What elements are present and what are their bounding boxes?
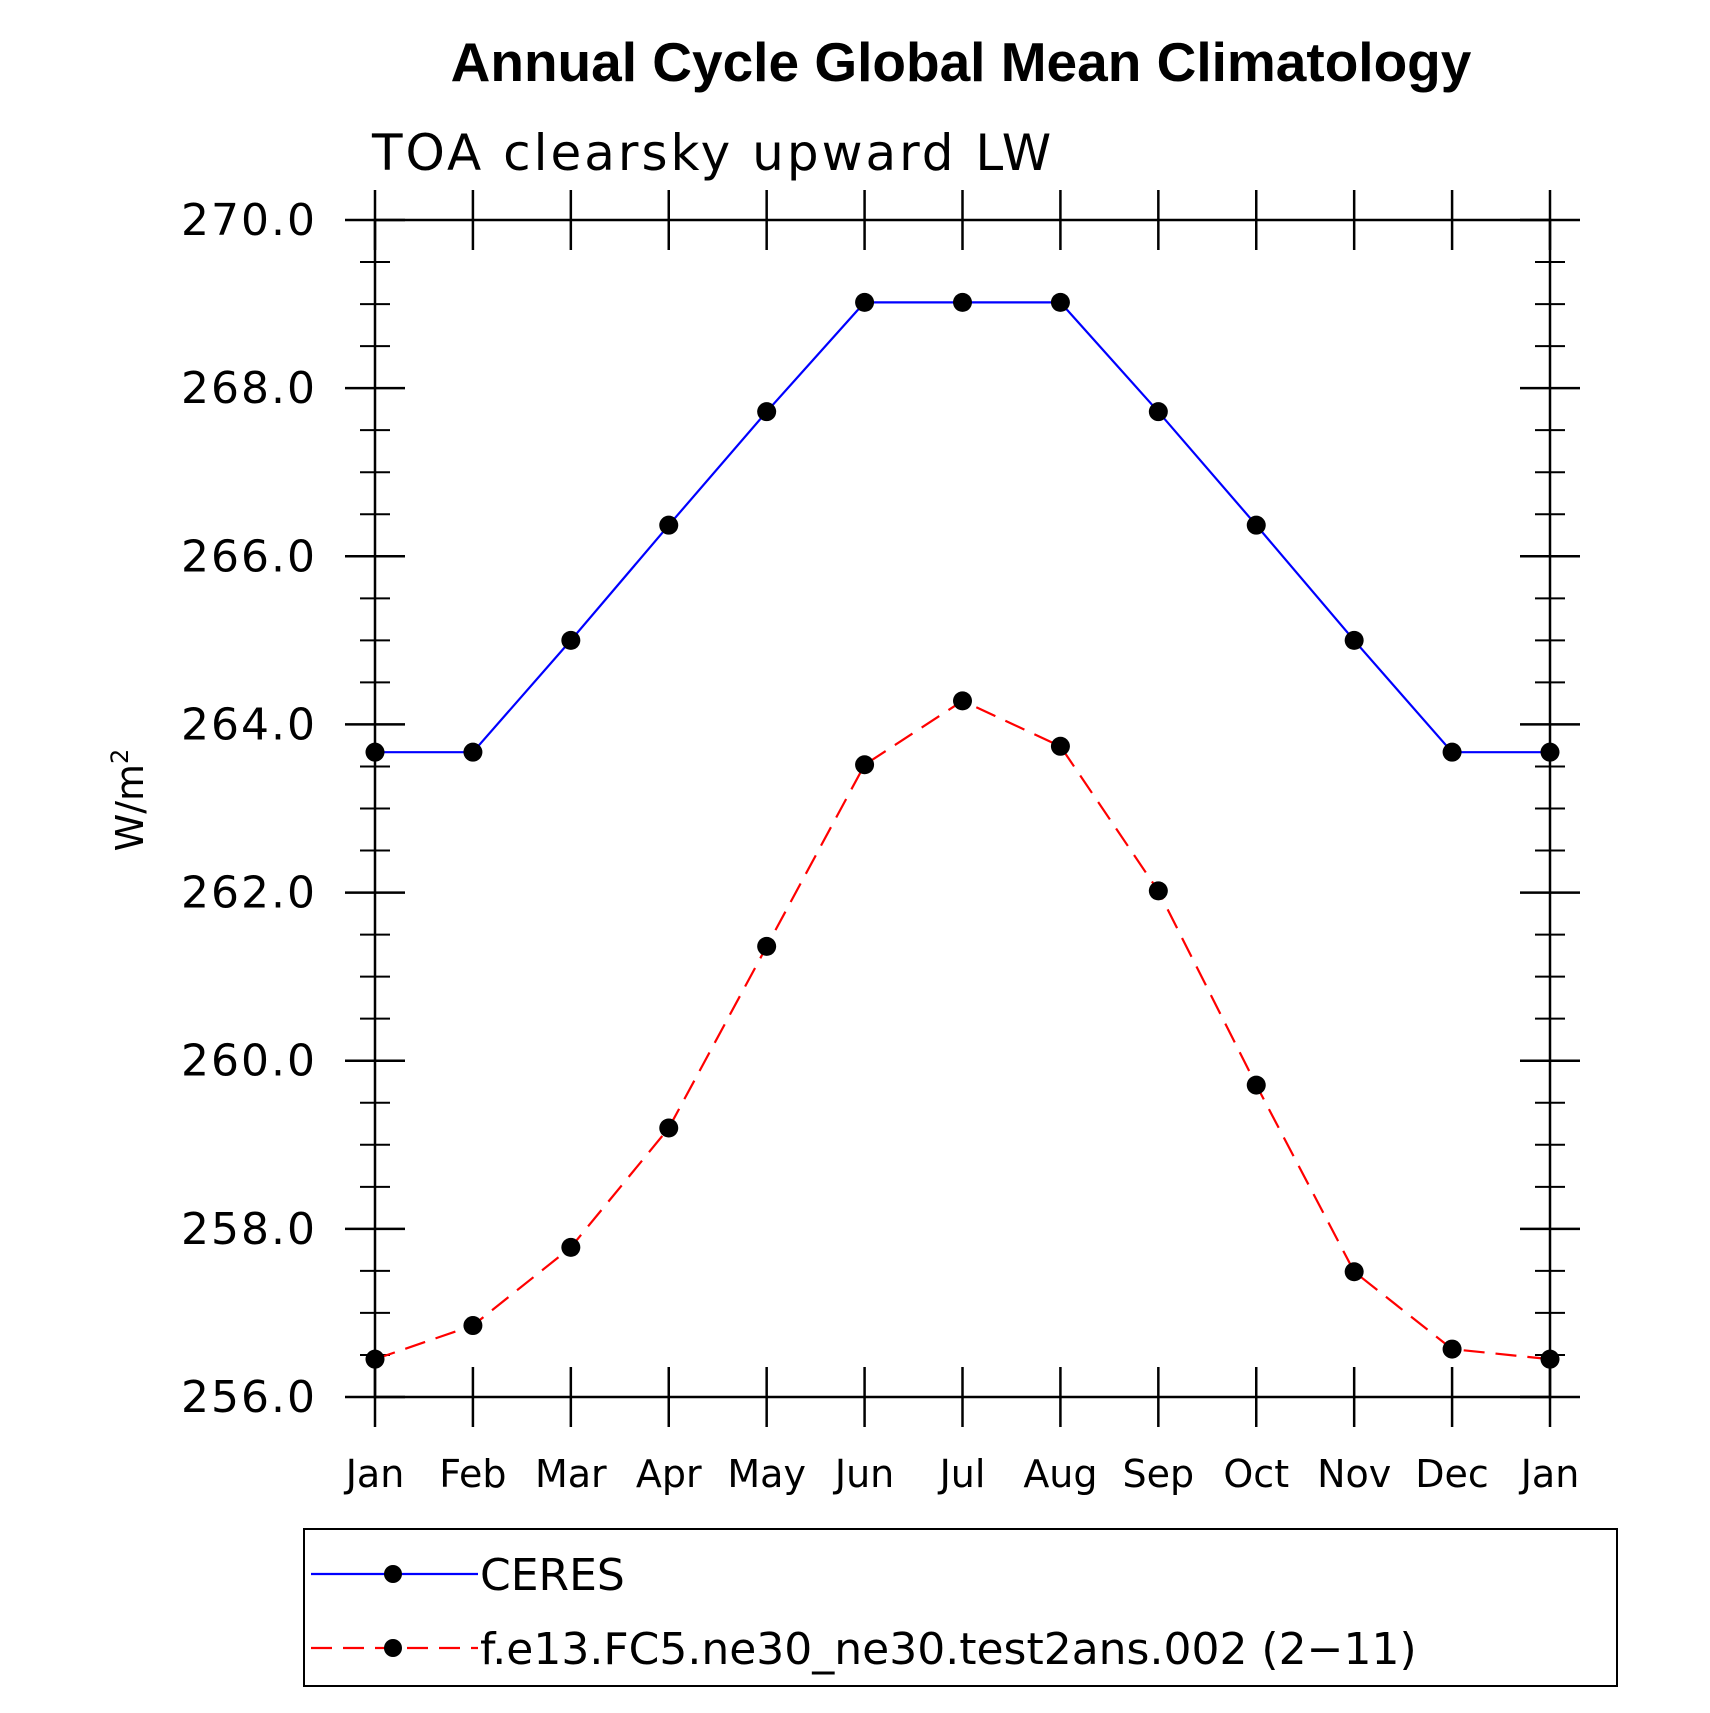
legend: CERES f.e13.FC5.ne30_ne30.test2ans.002 (… <box>303 1528 1618 1687</box>
legend-marker-model <box>384 1639 402 1657</box>
data-point-ceres <box>365 742 385 762</box>
series-line-model <box>374 699 1551 1361</box>
legend-marker-ceres <box>384 1565 402 1583</box>
y-tick-label: 260.0 <box>181 1036 317 1087</box>
y-axis-label-superscript: 2 <box>106 749 134 764</box>
y-axis-label-text: W/m <box>108 764 152 851</box>
data-point-model <box>1148 881 1168 901</box>
x-tick-label: Feb <box>439 1452 506 1496</box>
data-point-ceres <box>953 292 972 312</box>
x-tick-label: Dec <box>1415 1452 1489 1496</box>
legend-box <box>303 1528 1618 1687</box>
y-axis-label: W/m2 <box>106 749 152 852</box>
data-point-model <box>1050 736 1070 756</box>
chart-subtitle: TOA clearsky upward LW <box>371 124 1054 182</box>
x-tick-label: Mar <box>535 1452 607 1496</box>
data-point-model <box>855 755 875 775</box>
plot-frame <box>373 218 1552 1399</box>
series-line-ceres <box>375 301 1550 754</box>
y-tick-label: 264.0 <box>181 699 317 750</box>
data-point-ceres <box>757 402 777 422</box>
data-point-ceres <box>1246 515 1266 535</box>
data-point-model <box>1540 1349 1560 1369</box>
x-tick-label: Aug <box>1023 1452 1097 1496</box>
data-point-ceres <box>1344 630 1364 650</box>
data-point-ceres <box>1540 742 1560 762</box>
x-tick-label: Jul <box>938 1452 986 1496</box>
y-tick-label: 266.0 <box>181 531 317 582</box>
series-layer <box>365 292 1560 1369</box>
axes: 256.0 258.0 260.0 262.0 264.0 266.0 268.0 270.0… <box>181 190 1580 1496</box>
x-tick-label: Sep <box>1123 1452 1195 1496</box>
data-point-model <box>365 1349 385 1369</box>
legend-label-ceres: CERES <box>480 1550 625 1601</box>
data-point-model <box>463 1316 483 1336</box>
y-tick-label: 270.0 <box>181 195 317 246</box>
data-point-ceres <box>1050 292 1070 312</box>
data-point-ceres <box>561 630 581 650</box>
x-tick-label: May <box>727 1452 806 1496</box>
data-point-ceres <box>659 515 679 535</box>
data-point-ceres <box>1148 402 1168 422</box>
x-tick-label: Apr <box>636 1452 702 1496</box>
data-point-model <box>1246 1075 1266 1095</box>
x-tick-label: Jun <box>833 1452 894 1496</box>
data-point-model <box>757 936 777 956</box>
data-point-ceres <box>855 292 875 312</box>
data-point-model <box>561 1237 581 1257</box>
y-tick-label: 268.0 <box>181 363 317 414</box>
x-tick-label: Nov <box>1317 1452 1391 1496</box>
y-tick-label: 256.0 <box>181 1372 317 1423</box>
data-point-model <box>1442 1339 1462 1359</box>
data-point-model <box>659 1118 679 1138</box>
data-point-model <box>953 691 972 711</box>
legend-label-model: f.e13.FC5.ne30_ne30.test2ans.002 (2−11) <box>480 1624 1417 1675</box>
x-tick-label: Jan <box>344 1452 405 1496</box>
y-tick-label: 262.0 <box>181 868 317 919</box>
x-tick-label: Jan <box>1519 1452 1580 1496</box>
y-tick-label: 258.0 <box>181 1204 317 1255</box>
data-point-ceres <box>1442 742 1462 762</box>
data-point-ceres <box>463 742 483 762</box>
data-point-model <box>1344 1262 1364 1282</box>
chart-title: Annual Cycle Global Mean Climatology <box>451 31 1472 93</box>
x-tick-label: Oct <box>1223 1452 1289 1496</box>
